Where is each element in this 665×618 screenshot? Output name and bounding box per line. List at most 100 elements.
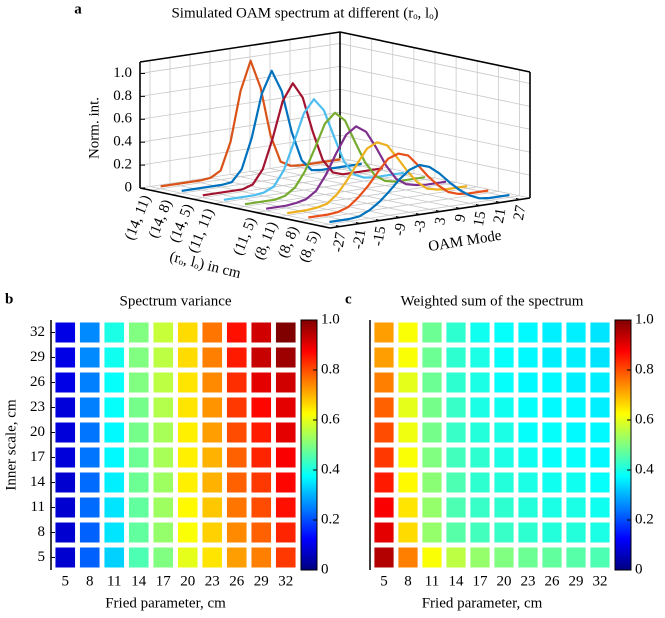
- heat-cell: [446, 397, 466, 418]
- colorbar-tick-label: 0: [321, 561, 329, 577]
- heat-cell: [275, 447, 296, 468]
- heat-cell: [79, 447, 100, 468]
- heat-cell: [177, 422, 198, 443]
- heat-cell: [153, 522, 174, 543]
- z-tick-label: 0.2: [113, 157, 132, 173]
- heat-cell: [566, 372, 586, 393]
- heat-cell: [202, 547, 223, 568]
- z-tick-label: 1.0: [113, 65, 132, 81]
- heat-cell: [251, 322, 272, 343]
- heat-cell: [542, 322, 562, 343]
- x-axis-label: Fried parameter, cm: [105, 595, 226, 611]
- heat-cell: [275, 547, 296, 568]
- heat-cell: [590, 472, 610, 493]
- heat-cell: [494, 422, 514, 443]
- heat-cell: [494, 372, 514, 393]
- heat-cell: [422, 422, 442, 443]
- heat-cell: [542, 372, 562, 393]
- heat-cell: [374, 372, 394, 393]
- heat-cell: [566, 422, 586, 443]
- spectrum-line: [160, 59, 341, 188]
- heat-cell: [470, 397, 490, 418]
- x-tick-label: 26: [229, 573, 245, 589]
- axis-line: [139, 31, 341, 63]
- heat-cell: [374, 397, 394, 418]
- heat-cell: [590, 497, 610, 518]
- heat-cell: [153, 497, 174, 518]
- heat-cell: [518, 522, 538, 543]
- heat-cell: [566, 547, 586, 568]
- heat-cell: [177, 397, 198, 418]
- heat-cell: [251, 522, 272, 543]
- heat-cell: [55, 497, 76, 518]
- heat-cell: [226, 397, 247, 418]
- heat-cell: [542, 472, 562, 493]
- colorbar-tick-label: 0.4: [321, 461, 340, 477]
- heat-cell: [128, 472, 149, 493]
- heat-cell: [104, 322, 125, 343]
- chart-title: Simulated OAM spectrum at different (rₒ,…: [171, 5, 438, 21]
- heat-cell: [128, 372, 149, 393]
- y-tick-label: 11: [31, 499, 45, 515]
- x-tick-label: 5: [380, 573, 388, 589]
- heat-cell: [422, 497, 442, 518]
- heat-cell: [398, 422, 418, 443]
- heat-cell: [79, 472, 100, 493]
- heat-cell: [446, 447, 466, 468]
- colorbar-tick-label: 1.0: [321, 311, 340, 327]
- panel-label: a: [74, 1, 82, 17]
- heat-cell: [275, 522, 296, 543]
- spectrum-line: [329, 163, 510, 224]
- heat-cell: [251, 397, 272, 418]
- heat-cell: [55, 522, 76, 543]
- heat-cell: [55, 322, 76, 343]
- heat-cell: [422, 547, 442, 568]
- heat-cell: [494, 347, 514, 368]
- heat-cell: [398, 372, 418, 393]
- heat-cell: [446, 547, 466, 568]
- colorbar-tick-label: 0.8: [321, 361, 340, 377]
- y-tick-label: 14: [30, 474, 46, 490]
- heat-cell: [226, 322, 247, 343]
- heat-cell: [153, 372, 174, 393]
- heat-cell: [202, 522, 223, 543]
- z-tick-label: 0.6: [113, 111, 132, 127]
- heat-cell: [470, 547, 490, 568]
- heat-cell: [55, 347, 76, 368]
- heat-cell: [226, 522, 247, 543]
- colorbar-tick-label: 0.6: [635, 411, 654, 427]
- heat-cell: [398, 322, 418, 343]
- heat-cell: [422, 522, 442, 543]
- heat-cell: [251, 422, 272, 443]
- heat-cell: [398, 522, 418, 543]
- heat-cell: [470, 372, 490, 393]
- heat-cell: [374, 547, 394, 568]
- heat-cell: [226, 547, 247, 568]
- heat-cell: [518, 497, 538, 518]
- colorbar-tick-label: 0.2: [321, 511, 340, 527]
- x-tick-label: 29: [254, 573, 269, 589]
- tick-mark: [355, 222, 361, 224]
- heat-cell: [177, 372, 198, 393]
- heat-cell: [251, 472, 272, 493]
- heat-cell: [398, 397, 418, 418]
- y-tick-label: 26: [30, 374, 46, 390]
- heat-cell: [566, 497, 586, 518]
- grid-line: [319, 195, 520, 227]
- heat-cell: [518, 322, 538, 343]
- heat-cell: [374, 347, 394, 368]
- heat-cell: [446, 522, 466, 543]
- heat-cell: [202, 322, 223, 343]
- heat-cell: [177, 547, 198, 568]
- heat-cell: [251, 497, 272, 518]
- heat-cell: [374, 472, 394, 493]
- heat-cell: [275, 422, 296, 443]
- colorbar-tick-label: 1.0: [635, 311, 654, 327]
- heat-cell: [518, 422, 538, 443]
- heat-cell: [590, 322, 610, 343]
- x-tick-label: 3: [432, 216, 449, 226]
- heat-cell: [104, 422, 125, 443]
- x-tick-label: -9: [391, 222, 409, 237]
- heat-cell: [446, 422, 466, 443]
- x-tick-label: 26: [545, 573, 561, 589]
